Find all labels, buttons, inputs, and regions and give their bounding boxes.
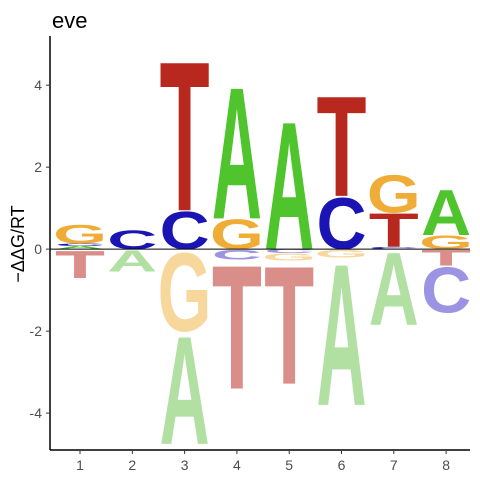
x-tick-label: 1 <box>76 457 84 473</box>
svg-text:G: G <box>367 165 421 225</box>
letter-A-pos8: A <box>421 177 471 249</box>
chart-title: eve <box>52 8 87 33</box>
letter-T-pos6: T <box>317 66 367 227</box>
letter-T-neg4: T <box>212 229 262 427</box>
x-tick-label: 3 <box>181 457 189 473</box>
stack-position-2: CA <box>107 225 157 279</box>
x-tick-label: 6 <box>338 457 346 473</box>
y-axis-label: −ΔΔG/RT <box>8 205 28 282</box>
svg-text:A: A <box>212 50 262 260</box>
y-tick-label: 4 <box>34 77 42 93</box>
svg-text:T: T <box>212 229 262 427</box>
letter-A-pos4: A <box>212 50 262 260</box>
letter-A-neg6: A <box>316 223 366 449</box>
svg-text:T: T <box>317 66 367 227</box>
x-tick-label: 7 <box>390 457 398 473</box>
svg-text:A: A <box>369 231 419 348</box>
letter-T-pos3: T <box>160 19 210 257</box>
svg-text:T: T <box>160 19 210 257</box>
x-tick-label: 8 <box>442 457 450 473</box>
svg-text:A: A <box>316 223 366 449</box>
x-tick-label: 5 <box>285 457 293 473</box>
letter-T-neg5: T <box>264 232 314 420</box>
x-tick-label: 2 <box>128 457 136 473</box>
letter-A-neg7: A <box>369 231 419 348</box>
x-tick-label: 4 <box>233 457 241 473</box>
y-tick-label: -2 <box>30 323 43 339</box>
svg-text:C: C <box>421 255 471 327</box>
y-tick-label: 0 <box>34 241 42 257</box>
y-tick-label: 2 <box>34 159 42 175</box>
y-tick-label: -4 <box>30 405 43 421</box>
svg-text:T: T <box>264 232 314 420</box>
letter-C-neg8: C <box>421 255 471 327</box>
svg-text:A: A <box>421 177 471 249</box>
letter-G-pos7: G <box>367 165 421 225</box>
